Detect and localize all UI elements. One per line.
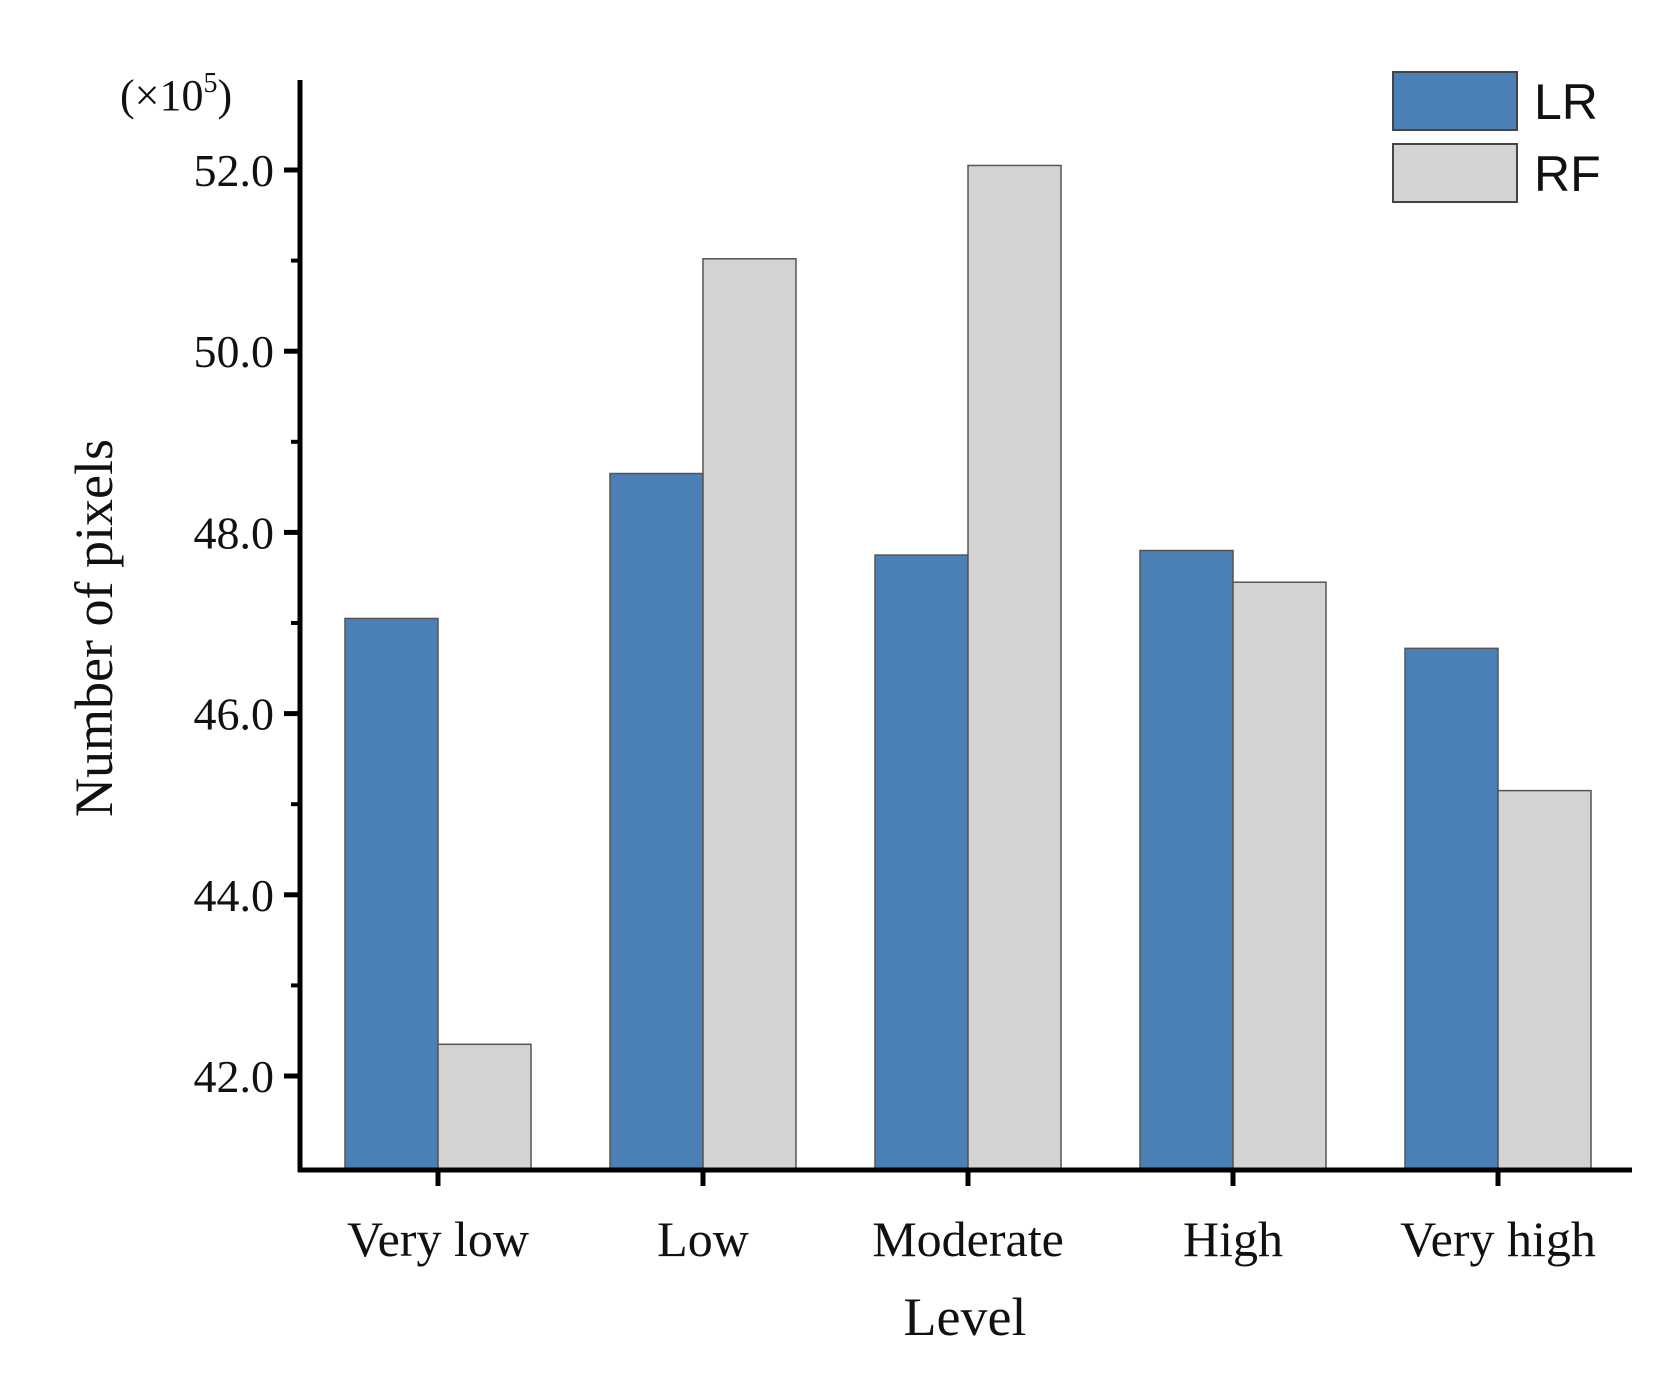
legend-label-rf: RF — [1534, 146, 1601, 202]
y-axis-title: Number of pixels — [64, 439, 124, 817]
bar-lr-very-low — [344, 617, 439, 1171]
x-tick-label: Moderate — [872, 1211, 1064, 1267]
x-tick-label: Very high — [1400, 1211, 1596, 1267]
legend-swatch-rf — [1392, 143, 1518, 203]
bar-rf-moderate — [967, 164, 1062, 1171]
legend-label-lr: LR — [1534, 74, 1598, 130]
bar-rf-low — [702, 258, 797, 1171]
x-tick-label: Low — [657, 1211, 749, 1267]
bar-lr-low — [609, 472, 704, 1171]
legend: LR RF — [1392, 71, 1601, 203]
legend-swatch-lr — [1392, 71, 1518, 131]
y-tick-label: 42.0 — [194, 1051, 275, 1102]
y-tick-label: 52.0 — [194, 145, 275, 196]
x-axis-title: Level — [904, 1287, 1027, 1347]
bar-lr-very-high — [1404, 647, 1499, 1171]
y-ticks-group: 42.0 44.0 46.0 48.0 50.0 52.0 — [194, 145, 300, 1102]
bar-rf-very-low — [437, 1043, 532, 1171]
bars-group — [344, 164, 1592, 1171]
x-tick-label: High — [1183, 1211, 1283, 1267]
y-tick-label: 48.0 — [194, 507, 275, 558]
y-multiplier-label: (×105) — [120, 68, 232, 120]
bar-lr-high — [1139, 549, 1234, 1171]
bar-rf-high — [1232, 581, 1327, 1171]
bar-rf-very-high — [1497, 789, 1592, 1171]
bar-lr-moderate — [874, 554, 969, 1171]
x-tick-label: Very low — [347, 1211, 529, 1267]
x-ticks-group: Very low Low Moderate High Very high — [347, 1170, 1596, 1267]
y-tick-label: 46.0 — [194, 689, 275, 740]
y-tick-label: 44.0 — [194, 870, 275, 921]
y-tick-label: 50.0 — [194, 326, 275, 377]
